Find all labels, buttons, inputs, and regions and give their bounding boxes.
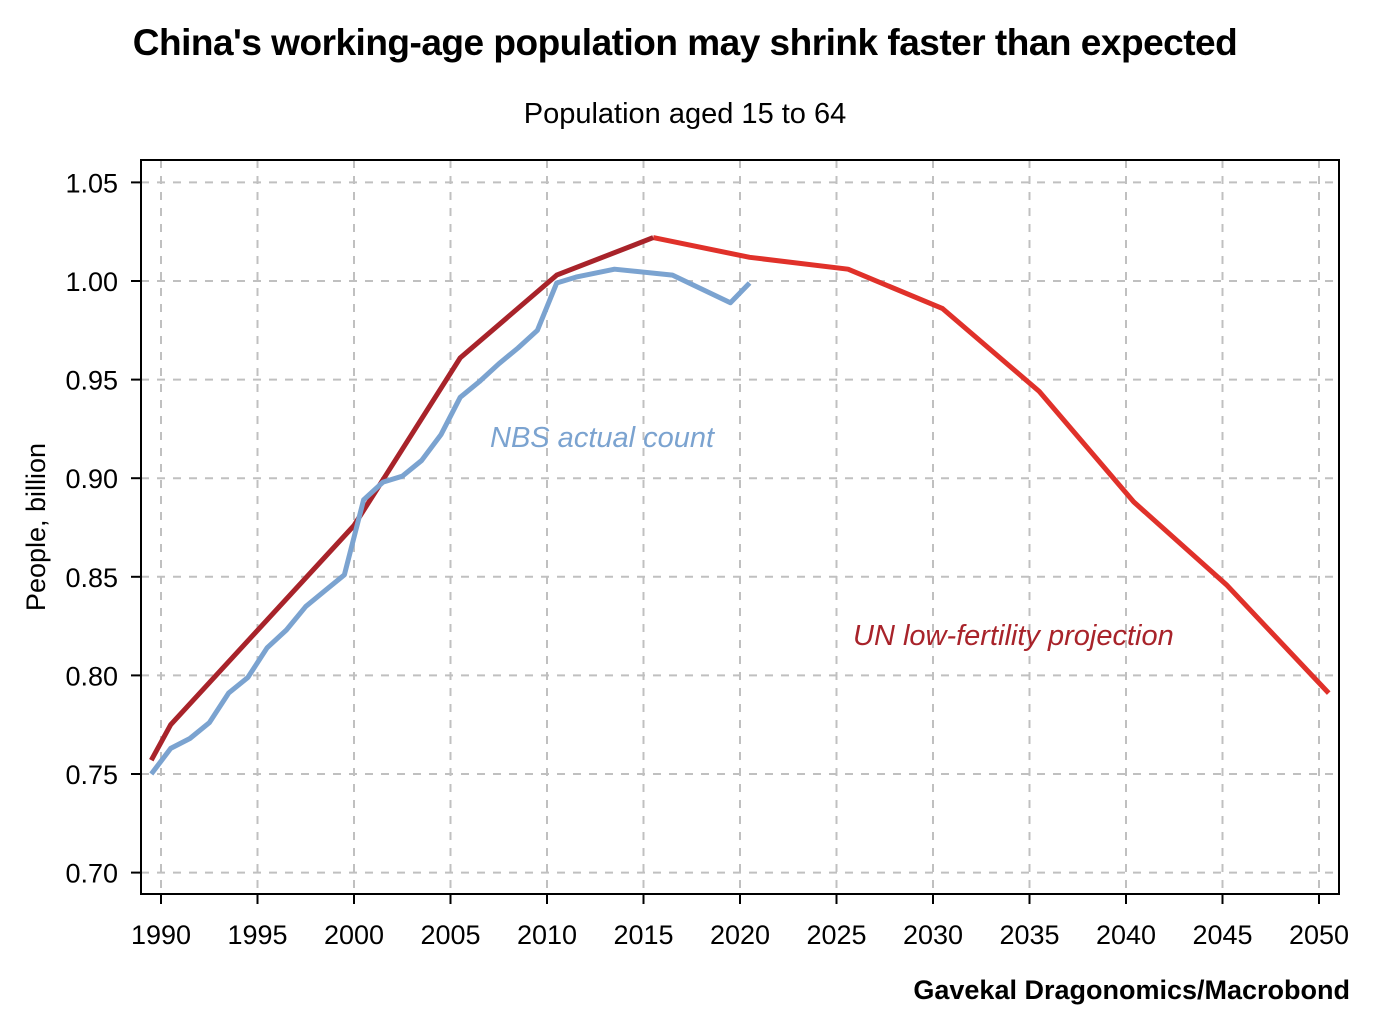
x-tick-label: 2050 [1289, 920, 1349, 950]
y-tick-label: 0.80 [65, 661, 118, 691]
series-line-nbs [149, 266, 752, 776]
axis-ticks: 1990 1995 2000 2005 2010 2015 2020 2025 2030 2035… [65, 168, 1349, 950]
x-tick-label: 2005 [420, 920, 480, 950]
y-tick-label: 1.00 [65, 267, 118, 297]
chart-subtitle: Population aged 15 to 64 [523, 98, 847, 130]
annotation-un: UN low-fertility projection [853, 620, 1174, 652]
y-tick-label: 1.05 [65, 168, 118, 198]
y-tick-label: 0.85 [65, 563, 118, 593]
x-tick-label: 2010 [517, 920, 577, 950]
y-tick-label: 0.90 [65, 464, 118, 494]
x-tick-label: 1995 [227, 920, 287, 950]
x-tick-label: 2030 [903, 920, 963, 950]
x-tick-label: 2035 [999, 920, 1059, 950]
source-note: Gavekal Dragonomics/Macrobond [913, 975, 1350, 1005]
series-lines [149, 235, 1331, 776]
x-tick-label: 1990 [131, 920, 191, 950]
series-line-un-historical [149, 235, 655, 762]
chart-title: China's working-age population may shrin… [132, 22, 1238, 63]
y-tick-label: 0.95 [65, 366, 118, 396]
x-tick-label: 2000 [324, 920, 384, 950]
y-tick-label: 0.75 [65, 760, 118, 790]
x-tick-label: 2015 [613, 920, 673, 950]
y-tick-label: 0.70 [65, 859, 118, 889]
y-axis-label: People, billion [21, 443, 51, 611]
series-line-un-projection [652, 235, 1331, 695]
x-tick-label: 2045 [1192, 920, 1252, 950]
x-tick-label: 2020 [710, 920, 770, 950]
annotation-nbs: NBS actual count [490, 422, 716, 454]
x-tick-label: 2040 [1096, 920, 1156, 950]
x-tick-label: 2025 [806, 920, 866, 950]
